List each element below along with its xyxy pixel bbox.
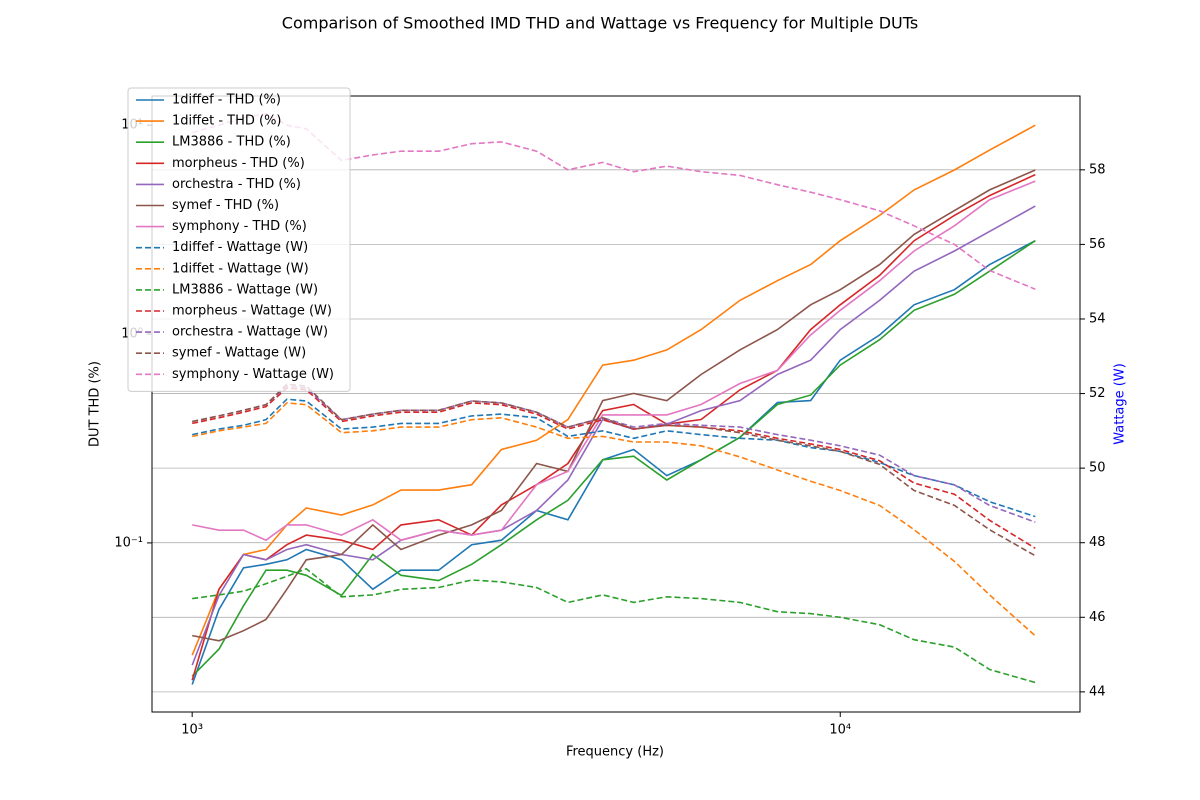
series-line bbox=[192, 567, 1036, 684]
y2-tick-label: 44 bbox=[1089, 684, 1106, 699]
x-tick-label: 10³ bbox=[181, 723, 203, 738]
series-line bbox=[191, 239, 1036, 685]
plot-frame bbox=[151, 95, 1081, 713]
legend-label: morpheus - THD (%) bbox=[172, 156, 305, 171]
y2-tick-label: 48 bbox=[1089, 535, 1106, 550]
y-tick-label: 10⁻¹ bbox=[114, 535, 143, 550]
series-line bbox=[192, 180, 1036, 542]
legend-label: symphony - Wattage (W) bbox=[172, 367, 334, 382]
series-line bbox=[191, 173, 1036, 681]
legend-label: LM3886 - THD (%) bbox=[172, 135, 291, 150]
legend-label: symef - THD (%) bbox=[172, 198, 279, 213]
series-line bbox=[192, 398, 1036, 518]
series-line bbox=[191, 205, 1036, 666]
y-axis-label: DUT THD (%) bbox=[88, 361, 103, 447]
chart-title: Comparison of Smoothed IMD THD and Watta… bbox=[282, 14, 918, 33]
legend-label: symef - Wattage (W) bbox=[172, 346, 306, 361]
series-line bbox=[191, 124, 1036, 656]
y2-tick-label: 46 bbox=[1089, 610, 1106, 625]
legend-label: symphony - THD (%) bbox=[172, 219, 307, 234]
y2-tick-label: 58 bbox=[1089, 162, 1106, 177]
series-line bbox=[191, 113, 1036, 290]
x-axis-label: Frequency (Hz) bbox=[566, 745, 664, 760]
y2-tick-label: 56 bbox=[1089, 237, 1106, 252]
legend-label: orchestra - THD (%) bbox=[172, 177, 301, 192]
legend-label: 1diffet - THD (%) bbox=[172, 114, 282, 129]
legend-box bbox=[127, 87, 351, 392]
legend-label: morpheus - Wattage (W) bbox=[172, 304, 332, 319]
y2-tick-label: 54 bbox=[1089, 311, 1106, 326]
legend-label: 1diffef - THD (%) bbox=[172, 93, 281, 108]
series-line bbox=[192, 402, 1036, 637]
y2-tick-label: 52 bbox=[1089, 386, 1106, 401]
x-tick-label: 10⁴ bbox=[829, 723, 851, 738]
y2-axis-label: Wattage (W) bbox=[1113, 363, 1128, 445]
legend-label: LM3886 - Wattage (W) bbox=[172, 282, 318, 297]
legend-label: 1diffet - Wattage (W) bbox=[172, 261, 309, 276]
legend-label: 1diffef - Wattage (W) bbox=[172, 240, 308, 255]
series-line bbox=[191, 240, 1036, 677]
legend: 1diffef - THD (%) 1diffet - THD (%) LM3886… bbox=[127, 87, 351, 392]
y2-tick-label: 50 bbox=[1089, 461, 1106, 476]
legend-label: orchestra - Wattage (W) bbox=[172, 325, 328, 340]
